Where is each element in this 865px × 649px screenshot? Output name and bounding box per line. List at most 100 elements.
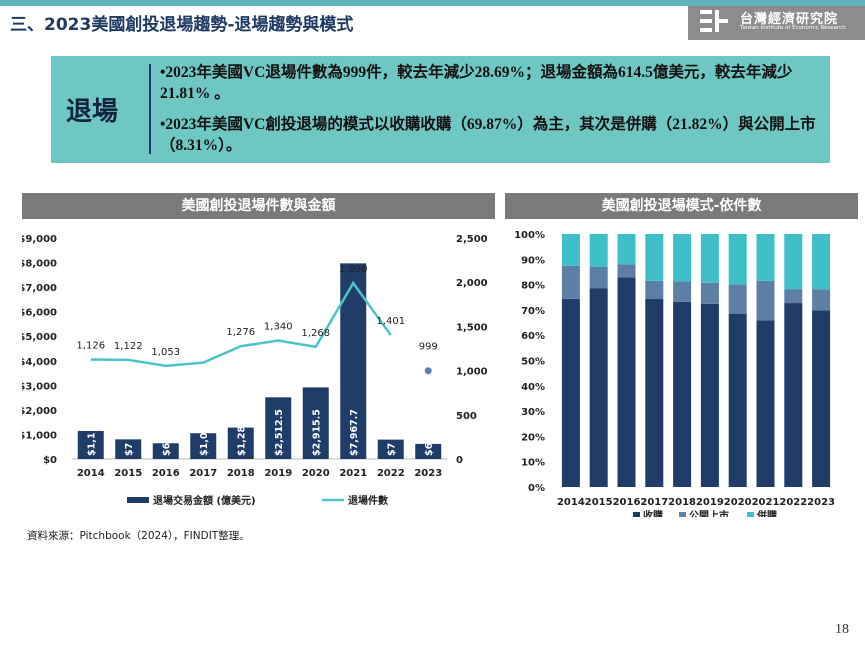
legend-label-count: 退場件數 xyxy=(348,494,388,507)
x-tick-label: 2022 xyxy=(779,497,807,508)
stack-segment-ipo xyxy=(700,282,719,304)
summary-bullet-2: •2023年美國VC創投退場的模式以收購收購（69.87%）為主，其次是併購（2… xyxy=(160,116,816,154)
summary-label: 退場 xyxy=(66,97,119,127)
stack-segment-acquisition xyxy=(589,288,608,487)
amount-bar-label: $1,28 xyxy=(236,426,247,456)
stack-segment-ipo xyxy=(561,265,580,299)
amount-bar xyxy=(115,439,142,459)
amount-bar-label: $6 xyxy=(424,442,435,456)
x-tick-label: 2019 xyxy=(264,468,292,479)
x-tick-label: 2021 xyxy=(752,497,780,508)
exit-count-label: 1,990 xyxy=(339,264,368,275)
x-tick-label: 2015 xyxy=(114,468,142,479)
x-tick-label: 2018 xyxy=(227,468,255,479)
stack-segment-ipo xyxy=(756,280,775,321)
exit-count-label: 1,126 xyxy=(76,340,105,351)
amount-bar-label: $6 xyxy=(161,442,172,456)
y-tick-label: 90% xyxy=(521,255,545,266)
right-chart-title: 美國創投退場模式-依件數 xyxy=(505,193,858,219)
amount-bar-label: $1,0 xyxy=(199,432,210,456)
summary-bullet-1: •2023年美國VC退場件數為999件，較去年減少28.69%；退場金額為614… xyxy=(160,64,793,102)
y-tick-label: 70% xyxy=(521,306,545,317)
top-accent-bar xyxy=(0,0,865,6)
logo-text: 台灣經濟研究院 xyxy=(740,12,839,27)
page-number: 18 xyxy=(835,622,849,637)
x-tick-label: 2020 xyxy=(724,497,752,508)
left-y-tick: $0 xyxy=(43,455,57,466)
amount-bar xyxy=(377,439,404,459)
y-tick-label: 0% xyxy=(528,483,545,494)
left-y-tick: $8,000 xyxy=(22,259,57,270)
legend-label-amount: 退場交易金額 (億美元) xyxy=(153,494,256,507)
left-y-tick: $2,000 xyxy=(22,406,57,417)
y-tick-label: 40% xyxy=(521,382,545,393)
x-tick-label: 2023 xyxy=(414,468,442,479)
legend-swatch-amount xyxy=(127,497,149,503)
legend-swatch xyxy=(679,512,686,517)
left-y-tick: $7,000 xyxy=(22,283,57,294)
x-tick-label: 2023 xyxy=(807,497,835,508)
right-y-tick: 2,500 xyxy=(456,234,488,245)
x-tick-label: 2017 xyxy=(640,497,668,508)
amount-bar-label: $7 xyxy=(124,443,135,456)
x-tick-label: 2019 xyxy=(696,497,724,508)
x-tick-label: 2020 xyxy=(302,468,330,479)
amount-bar xyxy=(190,433,217,459)
y-tick-label: 80% xyxy=(521,281,545,292)
exit-count-label: 999 xyxy=(419,342,438,353)
exit-count-label: 1,053 xyxy=(151,347,180,358)
stack-segment-acquisition xyxy=(700,303,719,487)
left-y-tick: $6,000 xyxy=(22,308,57,319)
left-chart-title: 美國創投退場件數與金額 xyxy=(22,193,495,219)
exit-count-label: 1,340 xyxy=(264,322,293,333)
right-y-tick: 1,000 xyxy=(456,367,488,378)
legend-label: 收購 xyxy=(643,509,663,517)
right-y-tick: 2,000 xyxy=(456,278,488,289)
x-tick-label: 2017 xyxy=(189,468,217,479)
x-tick-label: 2015 xyxy=(585,497,613,508)
stack-segment-acquisition xyxy=(561,298,580,487)
amount-bar-label: $2,512.5 xyxy=(274,409,285,456)
page-title: 三、2023美國創投退場趨勢-退場趨勢與模式 xyxy=(10,15,354,35)
stack-segment-ipo xyxy=(617,264,636,278)
exit-count-label: 1,401 xyxy=(376,316,405,327)
stack-segment-merger xyxy=(617,234,636,265)
exit-count-point-2023 xyxy=(424,367,432,375)
x-tick-label: 2018 xyxy=(668,497,696,508)
amount-bar xyxy=(302,387,329,459)
amount-bar-label: $2,915.5 xyxy=(311,409,322,456)
y-tick-label: 30% xyxy=(521,407,545,418)
stack-segment-merger xyxy=(756,234,775,281)
stack-segment-acquisition xyxy=(756,320,775,487)
amount-bar xyxy=(77,431,104,459)
stack-segment-merger xyxy=(812,234,831,290)
left-y-tick: $3,000 xyxy=(22,381,57,392)
left-y-tick: $9,000 xyxy=(22,234,57,245)
stack-segment-acquisition xyxy=(784,303,803,487)
x-tick-label: 2016 xyxy=(152,468,180,479)
legend-label: 公開上市 xyxy=(689,509,729,517)
y-tick-label: 20% xyxy=(521,432,545,443)
x-tick-label: 2022 xyxy=(377,468,405,479)
right-y-tick: 500 xyxy=(456,411,477,422)
source-note: 資料來源：Pitchbook（2024），FINDIT整理。 xyxy=(27,530,250,542)
right-y-tick: 0 xyxy=(456,455,463,466)
amount-bar xyxy=(265,397,292,459)
stack-segment-acquisition xyxy=(673,301,692,487)
y-tick-label: 60% xyxy=(521,331,545,342)
right-y-tick: 1,500 xyxy=(456,322,488,333)
logo-subtitle: Taiwan Institute of Economic Research xyxy=(740,25,846,31)
stack-segment-merger xyxy=(784,234,803,290)
stack-segment-merger xyxy=(645,234,664,281)
exit-count-amount-chart: $0 $1,000 $2,000 $3,000 $4,000 $5,000 $6,000 $7… xyxy=(22,234,488,507)
exit-mode-stacked-chart: 0%10%20%30%40%50%60%70%80%90%100%2014 201… xyxy=(514,230,835,517)
stack-segment-acquisition xyxy=(617,277,636,487)
summary-box xyxy=(51,56,830,163)
summary-divider xyxy=(149,64,151,154)
legend-label: 併購 xyxy=(756,509,777,517)
stack-segment-acquisition xyxy=(728,313,747,487)
left-y-tick: $1,000 xyxy=(22,430,57,441)
stack-segment-ipo xyxy=(728,284,747,314)
stack-segment-merger xyxy=(561,234,580,266)
exit-count-line xyxy=(90,280,392,368)
